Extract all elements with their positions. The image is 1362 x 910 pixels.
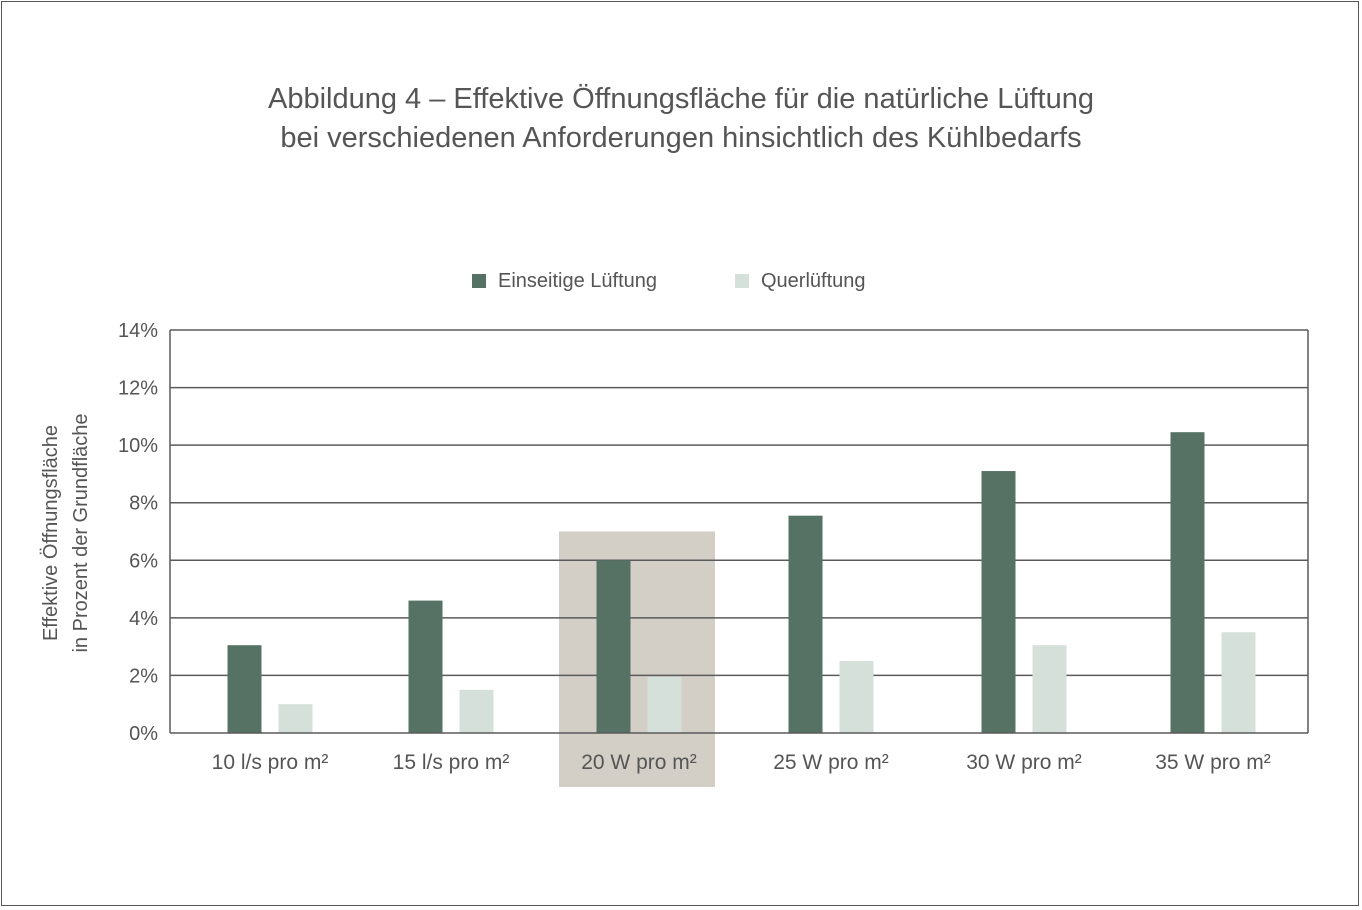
bar-einseitige bbox=[981, 471, 1016, 733]
highlight-box bbox=[559, 531, 715, 787]
bar-quer bbox=[278, 704, 313, 733]
legend-item-einseitige: Einseitige Lüftung bbox=[472, 267, 657, 295]
y-tick-label: 8% bbox=[129, 493, 158, 515]
y-tick-label: 14% bbox=[118, 320, 158, 342]
x-tick-label: 35 W pro m² bbox=[1155, 751, 1271, 774]
bar-einseitige bbox=[408, 600, 443, 733]
legend-label-einseitige: Einseitige Lüftung bbox=[498, 269, 658, 292]
x-tick-label: 25 W pro m² bbox=[773, 751, 889, 774]
bar-quer bbox=[1221, 632, 1256, 733]
legend-item-quer: Querlüftung bbox=[735, 267, 866, 295]
legend-swatch-einseitige bbox=[472, 274, 486, 288]
bar-quer bbox=[839, 661, 874, 733]
x-tick-label: 15 l/s pro m² bbox=[393, 751, 510, 774]
y-tick-label: 2% bbox=[129, 665, 158, 687]
y-tick-label: 6% bbox=[129, 550, 158, 572]
bar-quer bbox=[647, 676, 682, 733]
chart-title-line-1: Abbildung 4 – Effektive Öffnungsfläche f… bbox=[268, 83, 1094, 115]
bar-einseitige bbox=[1170, 432, 1205, 733]
legend-swatch-quer bbox=[735, 274, 749, 288]
bar-einseitige bbox=[788, 515, 823, 733]
y-tick-label: 4% bbox=[129, 608, 158, 630]
bar-einseitige bbox=[227, 645, 262, 733]
legend-label-quer: Querlüftung bbox=[761, 269, 866, 292]
y-tick-label: 10% bbox=[118, 435, 158, 457]
chart-title-line-2: bei verschiedenen Anforderungen hinsicht… bbox=[280, 122, 1082, 154]
x-tick-label: 10 l/s pro m² bbox=[212, 751, 329, 774]
chart-legend: Einseitige Lüftung Querlüftung bbox=[0, 267, 1362, 295]
y-tick-label: 0% bbox=[129, 723, 158, 745]
chart-title: Abbildung 4 – Effektive Öffnungsfläche f… bbox=[0, 80, 1362, 158]
bar-quer bbox=[459, 689, 494, 733]
y-tick-label: 12% bbox=[118, 378, 158, 400]
bar-quer bbox=[1032, 645, 1067, 733]
x-tick-label: 20 W pro m² bbox=[581, 751, 697, 774]
x-tick-label: 30 W pro m² bbox=[966, 751, 1082, 774]
bar-einseitige bbox=[596, 560, 631, 733]
